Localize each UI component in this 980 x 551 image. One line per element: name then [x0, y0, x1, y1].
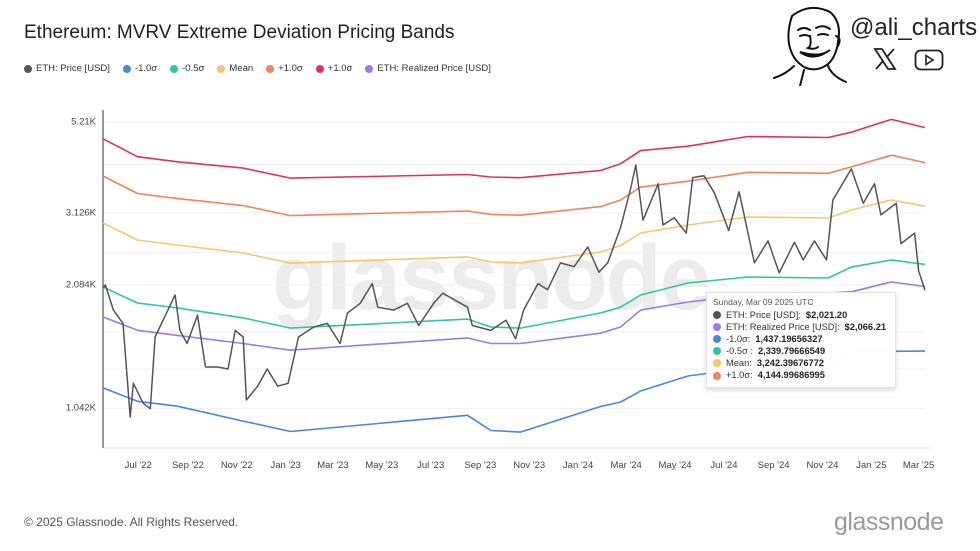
x-tick-label: Nov '22 — [220, 460, 253, 471]
y-tick-label: 5.21K — [71, 116, 96, 128]
y-tick-label: 1.042K — [65, 402, 96, 414]
series-line--0.5- — [102, 259, 926, 329]
x-tick-label: Nov '23 — [513, 460, 546, 471]
author-handle: @ali_charts — [850, 14, 978, 41]
x-tick-label: Sep '22 — [171, 460, 204, 471]
x-tick-label: Jan '24 — [562, 460, 594, 471]
series-dot-icon — [713, 347, 721, 356]
legend-dot-icon — [365, 64, 374, 73]
x-tick-label: Sep '24 — [757, 460, 790, 471]
legend-dot-icon — [24, 64, 32, 73]
tooltip-label: ETH: Realized Price [USD]: — [726, 322, 840, 333]
copyright: © 2025 Glassnode. All Rights Reserved. — [24, 515, 239, 529]
legend-item[interactable]: +1.0σ — [315, 63, 353, 74]
tooltip-value: 4,144.99686995 — [757, 370, 825, 381]
x-tick-label: Mar '23 — [317, 460, 349, 471]
tooltip-row: -0.5σ : 2,339.79666549 — [713, 345, 889, 357]
series-dot-icon — [713, 323, 721, 332]
x-logo-icon[interactable] — [873, 48, 897, 70]
x-tick-label: May '24 — [658, 460, 692, 471]
x-tick-label: Sep '23 — [464, 460, 497, 471]
x-tick-label: Jan '25 — [856, 460, 887, 471]
tooltip-value: 3,242.39676772 — [756, 358, 825, 369]
x-tick-label: Jul '23 — [417, 460, 445, 471]
tooltip-value: 2,339.79666549 — [757, 346, 826, 357]
tooltip-row: Mean: 3,242.39676772 — [713, 357, 889, 369]
series-dot-icon — [713, 311, 721, 320]
tooltip-label: Mean: — [726, 358, 752, 369]
legend-label: ETH: Realized Price [USD] — [377, 63, 491, 74]
x-tick-label: Mar '25 — [902, 460, 935, 471]
series-line-+1.0- — [102, 154, 926, 217]
legend-label: -0.5σ — [182, 63, 205, 74]
legend-label: +1.0σ — [278, 63, 303, 74]
series-line-+1.0- — [102, 118, 926, 179]
legend-label: +1.0σ — [327, 63, 353, 74]
legend-item[interactable]: -0.5σ — [170, 63, 204, 74]
x-tick-label: Jul '22 — [124, 460, 152, 471]
tooltip-row: ETH: Price [USD]: $2,021.20 — [713, 309, 889, 321]
series-dot-icon — [713, 359, 721, 368]
x-tick-label: Jul '24 — [710, 460, 738, 471]
avatar-cartoon-icon — [773, 6, 847, 86]
y-tick-label: 2.084K — [65, 279, 96, 291]
legend-label: ETH: Price [USD] — [36, 63, 110, 74]
legend-item[interactable]: ETH: Realized Price [USD] — [365, 63, 491, 74]
tooltip-value: $2,021.20 — [805, 310, 848, 320]
tooltip-row: ETH: Realized Price [USD]: $2,066.21 — [713, 321, 889, 333]
brand-block — [770, 2, 980, 86]
legend-label: -1.0σ — [134, 63, 158, 74]
legend-dot-icon — [170, 64, 179, 73]
x-tick-label: May '23 — [365, 460, 399, 471]
tooltip: Sunday, Mar 09 2025 UTC ETH: Price [USD]… — [706, 292, 896, 388]
legend-dot-icon — [266, 64, 275, 73]
tooltip-label: -0.5σ : — [726, 346, 753, 357]
tooltip-label: -1.0σ: — [726, 334, 751, 345]
legend: ETH: Price [USD] -1.0σ -0.5σ Mean +1.0σ +1.0σ… — [24, 63, 491, 74]
legend-item[interactable]: ETH: Price [USD] — [24, 63, 110, 74]
y-tick-label: 3.126K — [65, 207, 96, 219]
series-dot-icon — [713, 371, 721, 380]
tooltip-date: Sunday, Mar 09 2025 UTC — [713, 297, 814, 307]
series-dot-icon — [713, 335, 721, 344]
legend-label: Mean — [229, 63, 254, 74]
x-tick-label: Jan '23 — [270, 460, 301, 471]
tooltip-row: -1.0σ: 1,437.19656327 — [713, 333, 889, 345]
x-tick-label: Nov '24 — [806, 460, 839, 471]
glassnode-logo: glassnode — [834, 508, 944, 536]
tooltip-label: ETH: Price [USD]: — [726, 310, 801, 320]
legend-item[interactable]: Mean — [217, 63, 253, 74]
legend-dot-icon — [122, 64, 131, 73]
tooltip-value: $2,066.21 — [844, 322, 887, 333]
youtube-icon[interactable] — [914, 49, 944, 71]
chart-title: Ethereum: MVRV Extreme Deviation Pricing… — [24, 22, 455, 43]
series-line-mean — [102, 199, 926, 264]
tooltip-label: +1.0σ: — [726, 370, 753, 381]
tooltip-row: +1.0σ: 4,144.99686995 — [713, 369, 889, 381]
tooltip-value: 1,437.19656327 — [755, 334, 823, 345]
legend-dot-icon — [315, 64, 324, 73]
legend-item[interactable]: -1.0σ — [122, 63, 158, 74]
series-line-eth-price-usd- — [102, 164, 926, 418]
legend-dot-icon — [217, 64, 226, 73]
legend-item[interactable]: +1.0σ — [266, 63, 303, 74]
x-tick-label: Mar '24 — [610, 460, 642, 471]
